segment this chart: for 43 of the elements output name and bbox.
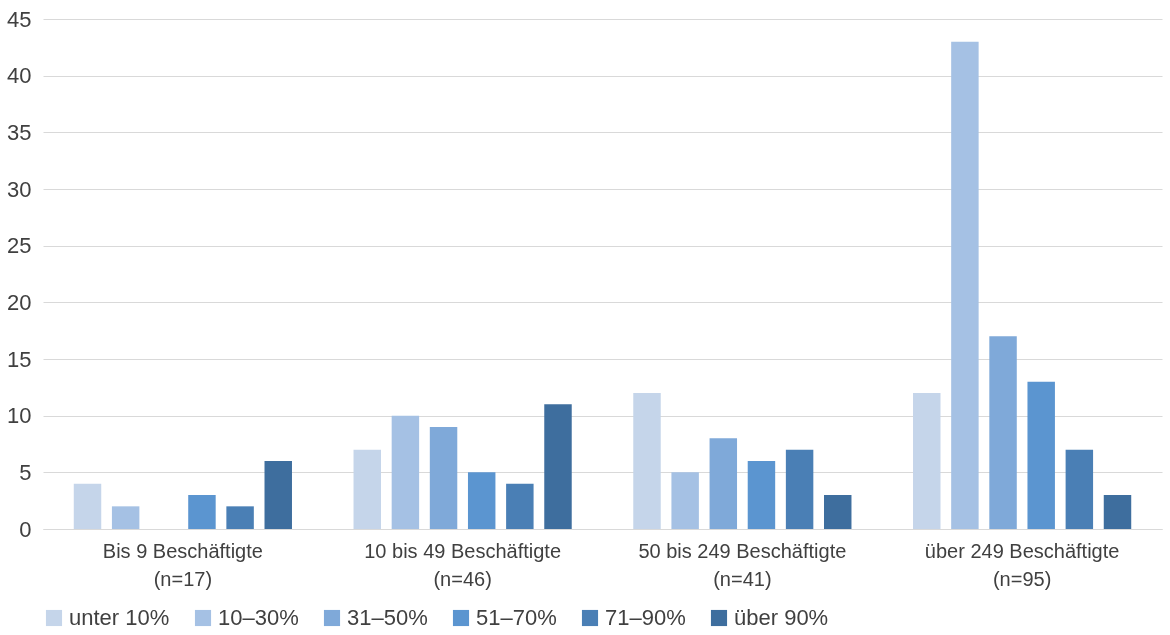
bar bbox=[467, 472, 496, 529]
y-tick-label: 5 bbox=[19, 459, 32, 485]
x-tick-label: 10 bis 49 Beschäftigte (n=46) bbox=[364, 539, 562, 590]
legend-label: unter 10% bbox=[69, 605, 170, 630]
y-tick-label: 10 bbox=[7, 403, 32, 429]
bar bbox=[785, 449, 814, 529]
bar bbox=[226, 506, 254, 529]
y-tick-label: 25 bbox=[7, 233, 32, 259]
bar bbox=[188, 495, 216, 529]
bar bbox=[544, 404, 572, 529]
bar bbox=[709, 438, 738, 529]
bar bbox=[1103, 495, 1132, 529]
y-tick-label: 15 bbox=[7, 346, 32, 372]
legend-label: über 90% bbox=[734, 605, 829, 630]
bar bbox=[353, 449, 381, 529]
bar bbox=[747, 461, 776, 529]
bar bbox=[111, 506, 140, 529]
bar bbox=[913, 393, 941, 529]
bar bbox=[1065, 449, 1094, 529]
bar bbox=[633, 393, 661, 529]
bar bbox=[506, 483, 534, 529]
bar bbox=[1027, 381, 1055, 529]
bar bbox=[429, 427, 458, 529]
bar bbox=[264, 461, 292, 529]
y-tick-label: 40 bbox=[7, 63, 32, 89]
y-tick-label: 20 bbox=[7, 289, 32, 315]
legend-label: 10–30% bbox=[218, 605, 299, 630]
x-tick-label: 50 bis 249 Beschäftigte (n=41) bbox=[638, 539, 847, 590]
bar bbox=[671, 472, 699, 529]
bar bbox=[73, 483, 102, 529]
legend-label: 51–70% bbox=[476, 605, 557, 630]
legend-label: 31–50% bbox=[347, 605, 428, 630]
x-tick-label: über 249 Beschäftigte (n=95) bbox=[924, 539, 1120, 590]
x-tick-label: Bis 9 Beschäftigte (n=17) bbox=[102, 539, 263, 590]
y-tick-label: 0 bbox=[19, 516, 32, 542]
bar bbox=[391, 415, 420, 529]
bar bbox=[989, 336, 1017, 529]
y-tick-label: 30 bbox=[7, 176, 32, 202]
bar bbox=[951, 41, 979, 529]
legend-label: 71–90% bbox=[605, 605, 686, 630]
bar bbox=[824, 495, 852, 529]
y-tick-label: 35 bbox=[7, 119, 32, 145]
y-tick-label: 45 bbox=[7, 6, 32, 32]
